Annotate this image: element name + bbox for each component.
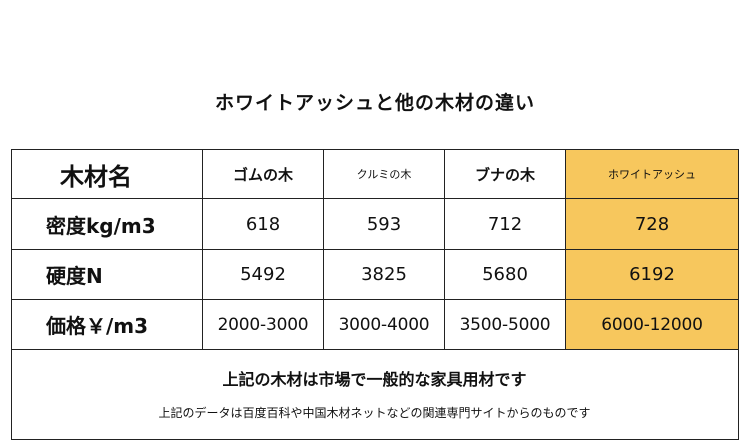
header-wood-name: 木材名 (12, 150, 203, 199)
footer-note-source: 上記のデータは百度百科や中国木材ネットなどの関連専門サイトからのものです (158, 406, 591, 420)
table-row-price: 価格￥/m3 2000-3000 3000-4000 3500-5000 600… (12, 300, 738, 350)
table-row-hardness: 硬度N 5492 3825 5680 6192 (12, 250, 738, 300)
footer-note-primary: 上記の木材は市場で一般的な家具用材です (222, 370, 527, 389)
cell-density-walnut: 593 (324, 199, 445, 250)
cell-hardness-walnut: 3825 (324, 250, 445, 300)
cell-density-beech: 712 (445, 199, 566, 250)
header-white-ash: ホワイトアッシュ (566, 150, 738, 199)
cell-price-walnut: 3000-4000 (324, 300, 445, 350)
header-rubber-wood: ゴムの木 (203, 150, 324, 199)
header-walnut: クルミの木 (324, 150, 445, 199)
row-label-density: 密度kg/m3 (12, 199, 203, 250)
table-footer: 上記の木材は市場で一般的な家具用材です 上記のデータは百度百科や中国木材ネットな… (12, 350, 737, 441)
cell-hardness-rubber: 5492 (203, 250, 324, 300)
row-label-price: 価格￥/m3 (12, 300, 203, 350)
cell-price-rubber: 2000-3000 (203, 300, 324, 350)
cell-hardness-ash: 6192 (566, 250, 738, 300)
row-label-hardness: 硬度N (12, 250, 203, 300)
cell-density-rubber: 618 (203, 199, 324, 250)
page-title: ホワイトアッシュと他の木材の違い (214, 92, 535, 114)
cell-density-ash: 728 (566, 199, 738, 250)
cell-price-beech: 3500-5000 (445, 300, 566, 350)
cell-price-ash: 6000-12000 (566, 300, 738, 350)
table-row-density: 密度kg/m3 618 593 712 728 (12, 199, 738, 250)
header-beech: ブナの木 (445, 150, 566, 199)
comparison-table: 木材名 ゴムの木 クルミの木 ブナの木 ホワイトアッシュ 密度kg/m3 618… (11, 149, 739, 440)
cell-hardness-beech: 5680 (445, 250, 566, 300)
table-header-row: 木材名 ゴムの木 クルミの木 ブナの木 ホワイトアッシュ (12, 150, 738, 199)
